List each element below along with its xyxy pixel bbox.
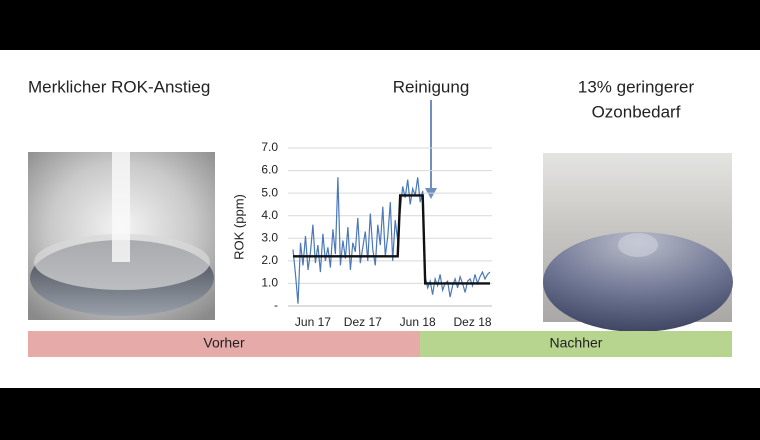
y-tick-label: 1.0	[261, 276, 278, 290]
after-band	[420, 331, 732, 357]
photo-after	[543, 153, 733, 332]
y-tick-label: 2.0	[261, 253, 278, 267]
x-tick-label: Dez 18	[454, 315, 492, 329]
step-line	[293, 194, 490, 285]
x-tick-label: Jun 18	[400, 315, 436, 329]
plot: - 1.0 2.0 3.0 4.0 5.0 6.0 7.0 Jun 17 Dez 17 Jun 18…	[261, 140, 492, 329]
x-tick-label: Jun 17	[295, 315, 331, 329]
y-tick-label: -	[274, 298, 278, 312]
left-caption: Merklicher ROK-Anstieg	[28, 77, 210, 96]
y-tick-label: 7.0	[261, 140, 278, 154]
y-axis-label: ROK (ppm)	[231, 194, 246, 260]
before-label: Vorher	[203, 335, 245, 351]
bottom-bar	[0, 388, 760, 440]
annotation: Reinigung	[393, 77, 470, 96]
y-tick-label: 6.0	[261, 163, 278, 177]
y-tick-label: 4.0	[261, 208, 278, 222]
top-bar	[0, 0, 760, 50]
x-tick-label: Dez 17	[344, 315, 382, 329]
photo-before	[28, 152, 215, 320]
before-band	[28, 331, 420, 357]
right-caption: 13% geringerer	[578, 77, 695, 96]
y-tick-label: 3.0	[261, 230, 278, 244]
after-label: Nachher	[550, 335, 603, 351]
right-caption: Ozonbedarf	[592, 102, 681, 121]
data-line	[292, 177, 491, 304]
y-tick-label: 5.0	[261, 185, 278, 199]
